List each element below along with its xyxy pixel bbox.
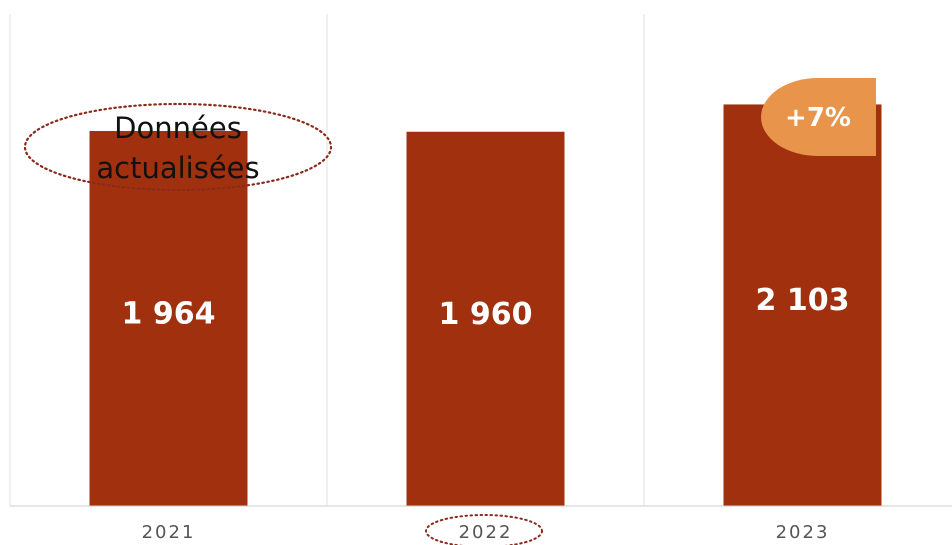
change-badge-text: +7% [785,103,851,133]
change-badge [761,78,876,156]
bar-2023 [723,104,882,506]
annotations-group: Données actualisées +7% [23,78,876,192]
highlighted-year-dotted-ellipse [425,514,543,545]
x-tick-labels-group: 2021 2022 2023 [142,522,830,543]
bars-group [89,104,882,506]
note-dotted-ellipse [23,102,333,192]
bar-2022 [406,131,565,506]
x-tick-label-2021: 2021 [142,522,196,543]
x-tick-label-2023: 2023 [776,522,830,543]
note-text-line-1: Données [114,111,242,145]
column-separators [9,14,645,506]
x-tick-label-2022: 2022 [459,522,513,543]
bar-value-label-2023: 2 103 [756,283,850,318]
bar-2021 [89,130,248,506]
note-text-line-2: actualisées [96,151,259,185]
bar-value-label-2021: 1 964 [122,296,216,331]
bar-value-label-2022: 1 960 [439,297,533,332]
value-labels-group: 1 964 1 960 2 103 [122,283,850,332]
